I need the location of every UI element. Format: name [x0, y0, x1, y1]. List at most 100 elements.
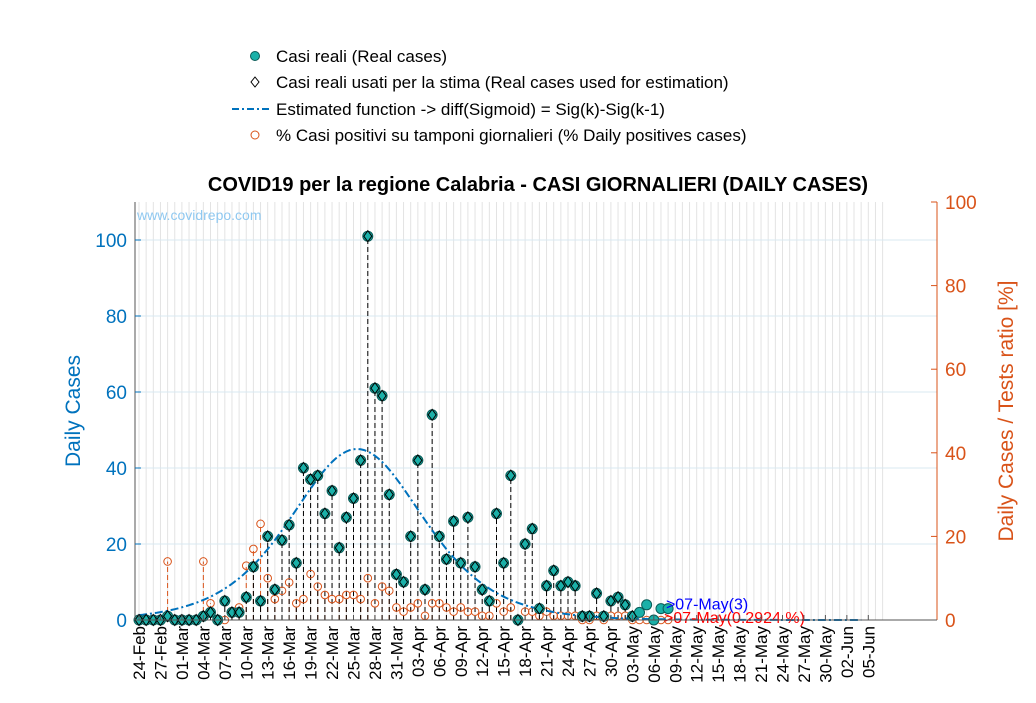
used-case-point [520, 537, 530, 551]
ratio-point [334, 594, 344, 604]
x-tick-label: 07-Mar [216, 626, 235, 680]
used-case-point [570, 579, 580, 593]
ratio-point [199, 557, 208, 566]
used-case-point [599, 609, 609, 623]
real-case-point [634, 606, 645, 618]
used-case-point [241, 590, 251, 604]
right-tick-label: 80 [945, 277, 966, 298]
ratio-point [313, 582, 323, 591]
used-case-point [341, 511, 351, 524]
used-case-point [499, 556, 509, 570]
used-case-point [391, 568, 402, 581]
left-axis: 0 20 40 60 80 100 Daily Cases [62, 202, 141, 632]
used-case-point [134, 613, 144, 627]
used-case-point [170, 613, 180, 627]
used-case-point [413, 454, 423, 467]
left-tick-label: 20 [106, 535, 127, 556]
x-tick-label: 12-May [688, 626, 707, 683]
used-case-point [305, 473, 316, 486]
ratio-point [413, 598, 423, 608]
ratio-point [506, 603, 516, 612]
ratio-point [363, 573, 373, 583]
legend-label-positive-ratio: % Casi positivi su tamponi giornalieri (… [276, 126, 747, 145]
ratio-point [306, 569, 315, 579]
right-axis-label: Daily Cases / Tests ratio [%] [995, 280, 1018, 541]
left-tick-label: 60 [106, 383, 127, 404]
used-case-point [270, 583, 280, 596]
chart-title: COVID19 per la regione Calabria - CASI G… [208, 174, 868, 196]
x-tick-label: 09-May [666, 626, 685, 683]
used-case-point [334, 541, 344, 555]
ratio-point [377, 582, 387, 591]
x-tick-label: 06-Apr [430, 626, 449, 677]
used-case-point [234, 606, 244, 619]
used-case-point [563, 575, 573, 589]
ratio-point [163, 557, 172, 566]
used-case-point [213, 613, 223, 627]
ratio-point [292, 598, 301, 608]
used-case-point [220, 594, 230, 608]
right-tick-label: 40 [945, 444, 966, 465]
used-case-point [584, 609, 595, 623]
used-case-point [448, 514, 459, 528]
x-tick-label: 04-Mar [194, 626, 213, 680]
used-case-point [370, 381, 380, 395]
x-axis: 24-Feb 27-Feb 01-Mar 04-Mar 07-Mar 10-Mar 13-M… [130, 615, 937, 683]
used-case-point [434, 530, 444, 543]
vertical-grid [138, 202, 884, 620]
used-case-point [613, 590, 623, 604]
used-case-point [384, 488, 394, 501]
x-tick-label: 09-Apr [452, 626, 471, 677]
watermark: www.covidrepo.com [136, 207, 262, 223]
legend-label-used-cases: Casi reali usati per la stima (Real case… [276, 73, 729, 92]
x-tick-label: 19-Mar [302, 626, 321, 680]
x-tick-label: 03-May [623, 626, 642, 683]
used-case-point [205, 606, 216, 619]
used-case-point [255, 594, 266, 608]
used-case-point [248, 560, 259, 574]
used-case-point [506, 469, 516, 482]
right-tick-label: 0 [945, 611, 956, 632]
ratio-point [370, 598, 380, 608]
right-axis: 0 20 40 60 80 100 Daily Cases / Tests ratio [… [931, 193, 1018, 632]
ratio-point [406, 603, 416, 612]
ratio-point [263, 573, 273, 583]
used-case-point [291, 556, 301, 570]
legend-marker-positive-ratio [250, 130, 260, 140]
right-tick-label: 20 [945, 527, 966, 548]
ratio-point [392, 603, 401, 612]
used-case-point [441, 552, 452, 566]
plot-background [135, 202, 937, 620]
used-case-point [313, 469, 323, 482]
ratio-point [320, 590, 330, 600]
used-case-point [162, 609, 173, 623]
legend-label-real-cases: Casi reali (Real cases) [276, 47, 447, 66]
used-case-point [527, 522, 537, 536]
x-tick-label: 13-Mar [259, 626, 278, 680]
legend: Casi reali (Real cases) Casi reali usati… [232, 47, 747, 145]
ratio-point [456, 603, 466, 612]
used-case-point [491, 507, 502, 520]
used-case-point [356, 454, 366, 467]
used-case-point [177, 613, 187, 627]
left-tick-label: 100 [95, 231, 127, 252]
x-tick-label: 27-Apr [580, 626, 599, 677]
used-case-point [198, 609, 208, 623]
used-case-point [363, 229, 373, 243]
x-tick-label: 27-Feb [151, 626, 170, 680]
x-tick-label: 31-Mar [387, 626, 406, 680]
used-case-point [148, 613, 158, 627]
used-case-point [191, 613, 201, 627]
x-tick-label: 05-Jun [859, 626, 878, 678]
x-tick-label: 18-Apr [516, 626, 535, 677]
right-tick-label: 100 [945, 193, 977, 214]
right-tick-label: 60 [945, 360, 966, 381]
x-tick-label: 25-Mar [345, 626, 364, 680]
ratio-point [256, 519, 265, 529]
x-tick-label: 28-Mar [366, 626, 385, 680]
x-tick-label: 03-Apr [409, 626, 428, 677]
x-tick-label: 16-Mar [280, 626, 299, 680]
used-cases-series [134, 229, 637, 627]
x-tick-label: 06-May [645, 626, 664, 683]
left-axis-ticks: 0 20 40 60 80 100 [95, 231, 141, 632]
